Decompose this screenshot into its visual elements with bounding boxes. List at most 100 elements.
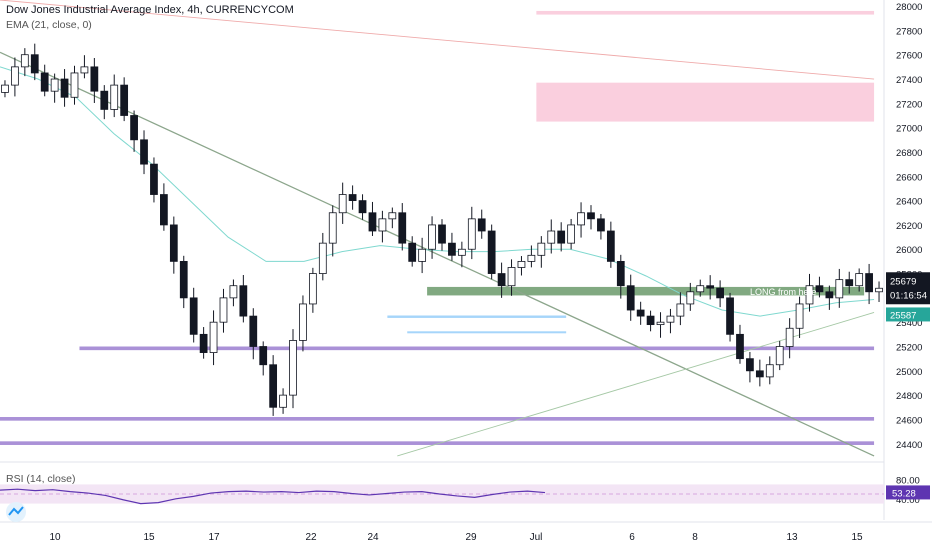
candle bbox=[140, 139, 148, 165]
trendline-2 bbox=[0, 0, 875, 80]
price-tick-label: 26600 bbox=[896, 172, 922, 183]
candle bbox=[765, 364, 774, 378]
rsi-tick-40: 40.00 bbox=[896, 495, 920, 506]
candle bbox=[557, 230, 566, 244]
candle bbox=[497, 273, 506, 287]
candle bbox=[736, 333, 744, 360]
candle bbox=[636, 309, 645, 317]
time-tick-label: 17 bbox=[208, 532, 220, 543]
candle bbox=[815, 285, 824, 293]
last-price-label: 25679 bbox=[890, 276, 916, 287]
time-tick-label: 6 bbox=[629, 532, 635, 543]
candle bbox=[626, 285, 635, 311]
candle bbox=[388, 212, 397, 220]
candle bbox=[845, 279, 854, 287]
candle bbox=[189, 297, 198, 335]
candle bbox=[746, 358, 754, 372]
time-tick-label: 8 bbox=[692, 532, 698, 543]
price-tick-label: 25400 bbox=[896, 318, 922, 329]
candle bbox=[696, 285, 705, 293]
price-tick-label: 25200 bbox=[896, 343, 922, 354]
time-tick-label: Jul bbox=[530, 532, 543, 543]
candle bbox=[348, 194, 357, 202]
candle bbox=[130, 115, 138, 141]
candle bbox=[229, 285, 238, 299]
candle bbox=[716, 287, 724, 299]
candle bbox=[318, 242, 327, 274]
price-tick-label: 27000 bbox=[896, 124, 922, 135]
time-tick-label: 13 bbox=[786, 532, 798, 543]
candle bbox=[477, 218, 486, 232]
candle bbox=[408, 242, 417, 262]
candle bbox=[467, 218, 476, 250]
candle bbox=[855, 273, 864, 287]
candle bbox=[547, 230, 556, 244]
candle bbox=[368, 212, 377, 232]
candle bbox=[358, 200, 367, 214]
candle bbox=[418, 248, 427, 262]
zone-resistance bbox=[536, 82, 875, 122]
last-price-badge bbox=[886, 272, 930, 305]
candle bbox=[60, 78, 69, 98]
zone-long-zone bbox=[427, 286, 865, 296]
candle bbox=[199, 333, 208, 353]
countdown-label: 01:16:54 bbox=[890, 290, 927, 301]
price-tick-label: 27800 bbox=[896, 26, 922, 37]
ema-legend: EMA (21, close, 0) bbox=[6, 19, 92, 31]
candle bbox=[398, 212, 407, 244]
zone-support-blue-2 bbox=[407, 331, 567, 334]
candle bbox=[50, 78, 59, 92]
candle bbox=[239, 285, 248, 317]
zone-support-blue-1 bbox=[387, 315, 567, 318]
candle bbox=[646, 315, 655, 326]
candle bbox=[120, 84, 129, 116]
candle bbox=[597, 218, 605, 232]
zone-support-purple-2 bbox=[0, 417, 875, 421]
time-tick-label: 24 bbox=[367, 532, 379, 543]
ema-price-label: 25587 bbox=[890, 310, 916, 321]
candle bbox=[259, 346, 268, 366]
candle bbox=[438, 224, 446, 244]
candle bbox=[169, 224, 178, 262]
price-tick-label: 26000 bbox=[896, 245, 922, 256]
candle bbox=[338, 194, 347, 214]
candle bbox=[726, 297, 734, 335]
trendline-3 bbox=[397, 312, 875, 457]
candle bbox=[875, 287, 883, 293]
candle bbox=[219, 297, 228, 323]
rsi-value-badge bbox=[886, 485, 930, 500]
candle bbox=[785, 327, 794, 347]
candle bbox=[20, 54, 29, 68]
candle bbox=[80, 66, 89, 74]
candle bbox=[865, 273, 873, 293]
candle bbox=[656, 321, 665, 326]
price-tick-label: 24800 bbox=[896, 391, 922, 402]
candle bbox=[666, 315, 675, 323]
price-tick-label: 25000 bbox=[896, 367, 922, 378]
tradingview-logo-mark bbox=[8, 506, 24, 516]
rsi-line bbox=[0, 488, 546, 505]
candle bbox=[507, 267, 516, 287]
candle bbox=[110, 84, 119, 110]
candle bbox=[527, 254, 536, 262]
candle bbox=[179, 260, 188, 299]
zone-support-purple-3 bbox=[0, 441, 875, 445]
price-tick-label: 27400 bbox=[896, 75, 922, 86]
rsi-legend: RSI (14, close) bbox=[6, 473, 76, 485]
time-tick-label: 15 bbox=[143, 532, 155, 543]
candle bbox=[616, 260, 625, 287]
price-tick-label: 26400 bbox=[896, 197, 922, 208]
candle bbox=[805, 285, 814, 305]
candle bbox=[587, 212, 595, 220]
candle bbox=[11, 66, 19, 86]
candle bbox=[249, 315, 258, 347]
price-tick-label: 24600 bbox=[896, 415, 922, 426]
candle bbox=[457, 248, 466, 256]
candle bbox=[755, 370, 764, 378]
time-tick-label: 10 bbox=[49, 532, 61, 543]
candle bbox=[150, 163, 158, 195]
candle bbox=[299, 303, 307, 341]
candle bbox=[279, 394, 287, 408]
